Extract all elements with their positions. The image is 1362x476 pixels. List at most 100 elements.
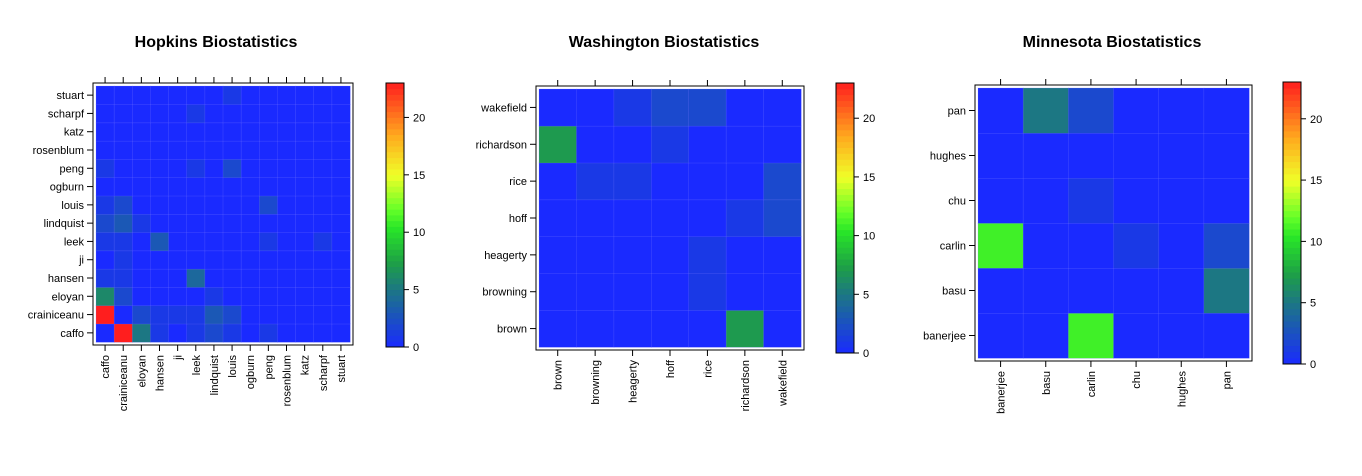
heatmap-cell [763,125,802,164]
heatmap-cell [1068,267,1115,314]
heatmap-cell [113,268,133,288]
colorbar-border [1282,81,1302,365]
heatmap-cell [295,122,315,142]
heatmap-cell [240,323,260,343]
colorbar-tick-label: 20 [413,112,425,124]
heatmap-cell [204,231,224,252]
y-tick-label: lindquist [44,218,84,230]
heatmap-cell [650,272,690,311]
heatmap-cell [186,323,206,343]
colorbar-segment [836,317,854,325]
heatmap-cell [222,286,242,307]
colorbar-segment [386,278,404,285]
heatmap-cell [240,103,260,124]
heatmap-cell [613,309,652,348]
heatmap-cell [186,140,206,160]
colorbar-segment [836,159,854,166]
heatmap-cell [313,140,333,160]
colorbar-segment [386,151,404,159]
heatmap-cell [186,250,206,270]
colorbar-segment [1283,204,1301,212]
y-tick-label: scharpf [48,108,85,120]
colorbar-segment [836,294,854,301]
colorbar-segment [836,341,854,348]
heatmap-cell [295,250,315,270]
heatmap-cell [150,195,170,215]
colorbar-segment [1283,314,1301,322]
y-tick-label: crainiceanu [28,310,84,322]
colorbar-segment [1283,308,1301,316]
heatmap-cell [168,103,188,124]
heatmap-cell [168,268,188,288]
x-tick-label: banerjee [996,371,1008,414]
colorbar-segment [1283,143,1301,150]
heatmap-cell [613,199,652,238]
heatmap-cell [222,195,242,215]
heatmap-cell [313,177,333,197]
heatmap-cell [258,158,279,179]
colorbar-segment [386,123,404,130]
heatmap-cell [113,323,133,343]
heatmap-cell [131,122,152,142]
colorbar-segment [836,253,854,260]
heatmap-cell [313,323,333,343]
colorbar-segment [386,180,404,187]
heatmap-cell [313,85,333,105]
colorbar-segment [1283,290,1301,297]
colorbar-segment [1283,100,1301,107]
colorbar-tick-label: 0 [863,348,869,360]
colorbar-segment [1283,339,1301,347]
heatmap-cell [113,286,133,307]
heatmap-cell [331,250,351,270]
x-tick-label: ogburn [245,355,257,389]
colorbar-segment [1283,88,1301,95]
heatmap-cell [204,195,224,215]
heatmap-cell [313,305,333,325]
heatmap-cell [688,125,727,164]
heatmap-cell [168,122,188,142]
colorbar-segment [386,255,404,262]
colorbar-segment [836,188,854,195]
heatmap-cell [576,125,615,164]
colorbar-segment [1283,118,1301,126]
heatmap-cell [725,162,765,201]
colorbar-segment [1283,173,1301,181]
heatmap-cell [331,140,351,160]
colorbar-segment [836,300,854,307]
x-tick-label: richardson [740,360,752,411]
heatmap-cell [95,250,115,270]
heatmap-cell [168,158,188,179]
heatmap-cell [576,272,615,311]
heatmap-cell [131,177,152,197]
heatmap-cell [240,122,260,142]
x-tick-label: leek [191,355,203,376]
heatmap-cell [204,177,224,197]
heatmap-cell [95,286,115,307]
heatmap-cell [131,213,152,233]
heatmap-cell [1113,132,1160,179]
heatmap-cell [204,158,224,179]
colorbar-tick-label: 10 [413,227,425,239]
colorbar-segment [386,237,404,245]
heatmap-cell [240,250,260,270]
colorbar-segment [386,324,404,331]
heatmap-cell [1113,222,1160,269]
colorbar-segment [386,243,404,250]
heatmap-cell [331,103,351,124]
heatmap-cell [222,140,242,160]
y-tick-label: ji [78,255,84,267]
heatmap-cell [277,213,297,233]
heatmap-cell [222,177,242,197]
colorbar-segment [386,186,404,193]
heatmap-cell [725,309,765,348]
colorbar-segment [1283,229,1301,236]
heatmap-cell [295,177,315,197]
heatmap-cell [113,103,133,124]
heatmap-cell [613,272,652,311]
colorbar-segment [386,266,404,273]
panel-1: Hopkins Biostatistics caffo crainiceanu elo… [28,34,426,411]
heatmap-cell [204,213,224,233]
heatmap-cell [168,286,188,307]
heatmap-cell [295,323,315,343]
heatmap-cell [331,158,351,179]
